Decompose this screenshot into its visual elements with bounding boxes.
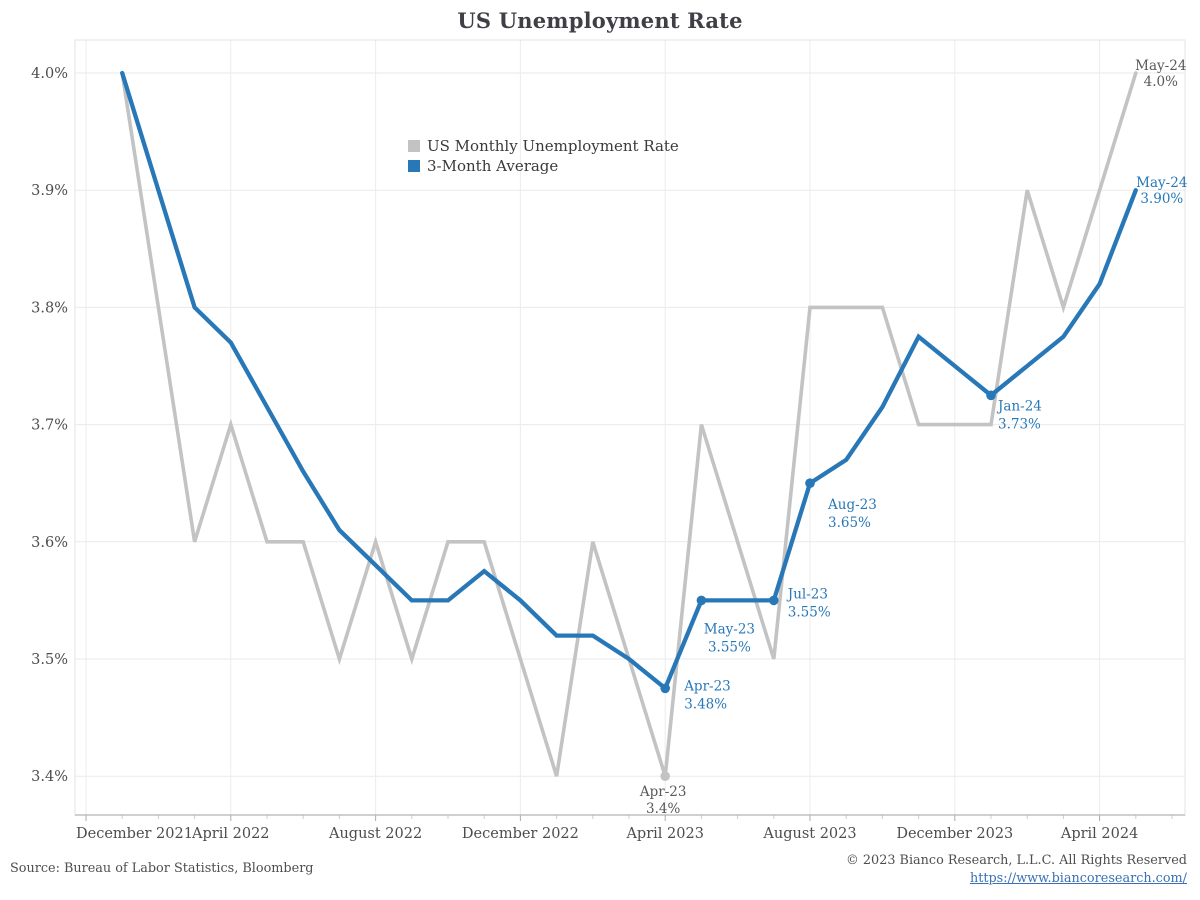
svg-text:April 2022: April 2022 [191, 826, 269, 842]
svg-text:3.9%: 3.9% [31, 183, 68, 199]
legend-item-monthly: US Monthly Unemployment Rate [408, 136, 679, 156]
svg-text:3.5%: 3.5% [31, 652, 68, 668]
legend-label-monthly: US Monthly Unemployment Rate [427, 137, 679, 155]
legend-swatch-average-icon [408, 160, 420, 172]
svg-text:Aug-23: Aug-23 [827, 497, 877, 513]
svg-text:December 2023: December 2023 [896, 826, 1013, 842]
legend-swatch-monthly-icon [408, 140, 420, 152]
series-line-average [120, 70, 1138, 692]
svg-text:3.6%: 3.6% [31, 535, 68, 551]
svg-text:April 2024: April 2024 [1060, 826, 1138, 842]
plot-area: May-24 4.0% May-24 3.90% Jan-24 3.73% Aug-23 3.… [31, 39, 1188, 842]
source-note: Source: Bureau of Labor Statistics, Bloo… [10, 861, 314, 876]
point-annotations: May-244.0%May-243.90%Jan-243.73%Aug-233.… [639, 58, 1188, 817]
y-axis-labels: 4.0% 3.9% 3.8% 3.7% 3.6% 3.5% 3.4% [31, 66, 68, 785]
copyright-note: © 2023 Bianco Research, L.L.C. All Right… [846, 853, 1187, 868]
svg-text:May-23: May-23 [704, 621, 755, 637]
svg-text:May-24: May-24 [1135, 58, 1186, 74]
svg-text:3.7%: 3.7% [31, 418, 68, 434]
svg-text:3.65%: 3.65% [828, 515, 871, 531]
x-gridlines [85, 40, 1101, 815]
svg-text:August 2023: August 2023 [762, 826, 856, 842]
svg-text:3.55%: 3.55% [708, 639, 751, 655]
svg-text:3.55%: 3.55% [788, 604, 831, 620]
legend-label-average: 3-Month Average [427, 157, 559, 175]
svg-text:3.48%: 3.48% [684, 696, 727, 712]
svg-text:Apr-23: Apr-23 [639, 784, 687, 800]
chart-title: US Unemployment Rate [457, 8, 743, 33]
svg-text:3.73%: 3.73% [998, 416, 1041, 432]
svg-text:3.4%: 3.4% [646, 801, 680, 817]
x-axis-labels: December 2021 April 2022 August 2022 Decemb… [76, 826, 1138, 842]
svg-text:Jul-23: Jul-23 [786, 586, 828, 602]
svg-text:April 2023: April 2023 [625, 826, 703, 842]
svg-text:4.0%: 4.0% [1144, 74, 1178, 90]
svg-text:3.90%: 3.90% [1140, 191, 1183, 207]
point-markers [660, 390, 996, 781]
svg-text:4.0%: 4.0% [31, 66, 68, 82]
legend-item-average: 3-Month Average [408, 156, 679, 176]
svg-text:May-24: May-24 [1136, 175, 1187, 191]
website-link[interactable]: https://www.biancoresearch.com/ [969, 871, 1187, 886]
x-axis-ticks [85, 815, 1173, 821]
svg-text:Apr-23: Apr-23 [683, 678, 731, 694]
svg-text:December 2021: December 2021 [76, 826, 193, 842]
svg-text:August 2022: August 2022 [328, 826, 422, 842]
chart-legend: US Monthly Unemployment Rate 3-Month Ave… [408, 136, 679, 176]
svg-text:December 2022: December 2022 [462, 826, 579, 842]
svg-text:Jan-24: Jan-24 [996, 398, 1042, 414]
svg-text:3.4%: 3.4% [31, 769, 68, 785]
svg-text:3.8%: 3.8% [31, 300, 68, 316]
